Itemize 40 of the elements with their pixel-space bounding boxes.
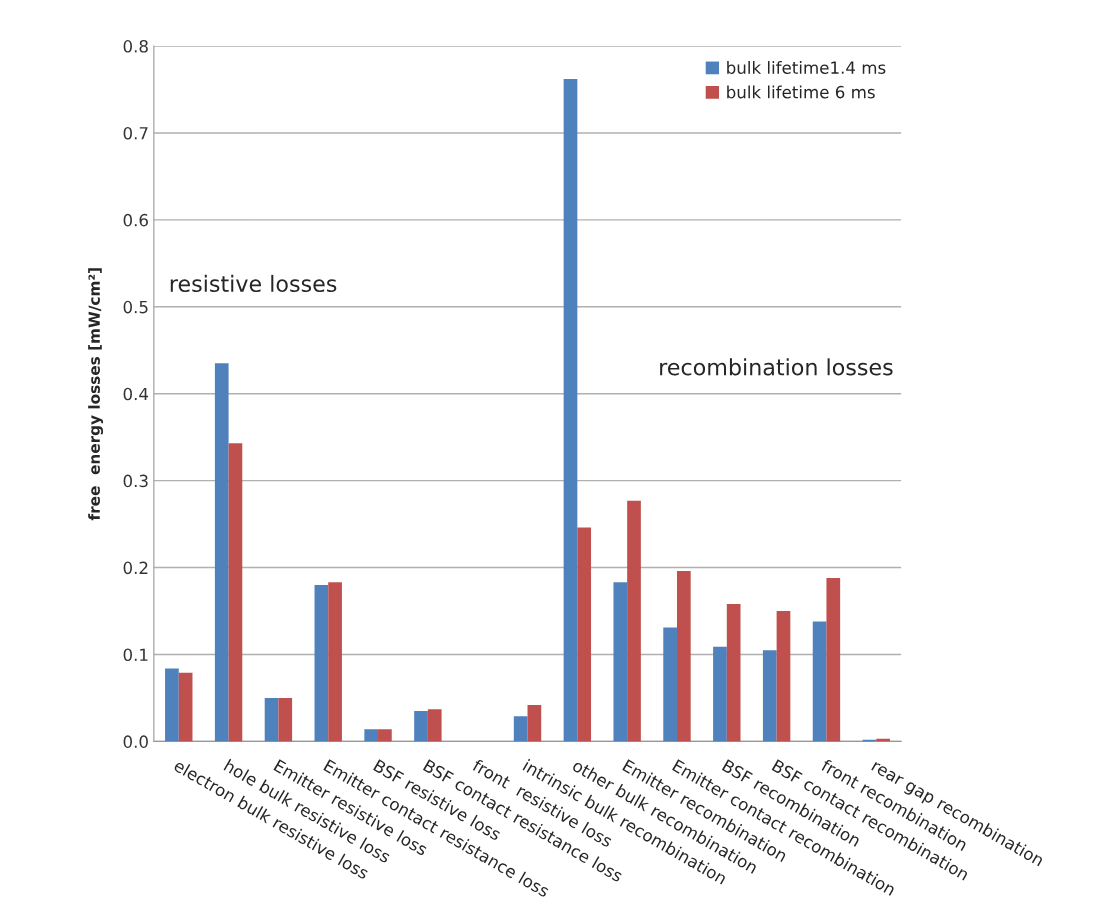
bar: [577, 527, 592, 742]
bar: [726, 604, 741, 742]
bar: [812, 621, 827, 742]
legend-label: bulk lifetime 6 ms: [727, 85, 875, 99]
annotation: resistive losses: [170, 274, 337, 293]
bar: [378, 729, 392, 742]
bar: [627, 500, 641, 742]
bar: [278, 697, 293, 742]
y-tick-label: 0.5: [123, 300, 148, 314]
bar: [328, 582, 342, 742]
bar: [214, 363, 229, 742]
y-tick-label: 0.7: [123, 126, 148, 140]
y-tick-label: 0.8: [123, 40, 148, 53]
bar: [676, 571, 691, 742]
bar: [563, 79, 578, 742]
bar: [228, 443, 243, 742]
bar: [613, 582, 628, 742]
bar: [713, 646, 727, 742]
y-tick-label: 0.0: [123, 735, 148, 748]
bar: [762, 650, 777, 742]
y-tick-label: 0.1: [123, 648, 148, 662]
bar: [178, 672, 193, 742]
legend-label: bulk lifetime1.4 ms: [727, 61, 886, 74]
y-tick-label: 0.2: [123, 561, 148, 575]
bar: [527, 704, 542, 742]
annotation: recombination losses: [660, 358, 893, 376]
bar: [414, 710, 428, 742]
y-tick-label: 0.3: [123, 474, 148, 488]
bar: [314, 584, 329, 742]
bar: [427, 709, 442, 742]
bar: [165, 668, 179, 742]
bar: [776, 611, 791, 742]
y-axis-title: free energy losses [mW/cm²]: [88, 268, 104, 521]
bar: [663, 627, 677, 742]
y-tick-label: 0.6: [123, 213, 148, 227]
bar: [264, 697, 279, 742]
bar: [364, 729, 379, 742]
bar: [826, 578, 841, 742]
y-tick-label: 0.4: [123, 387, 149, 401]
bar: [513, 716, 528, 742]
